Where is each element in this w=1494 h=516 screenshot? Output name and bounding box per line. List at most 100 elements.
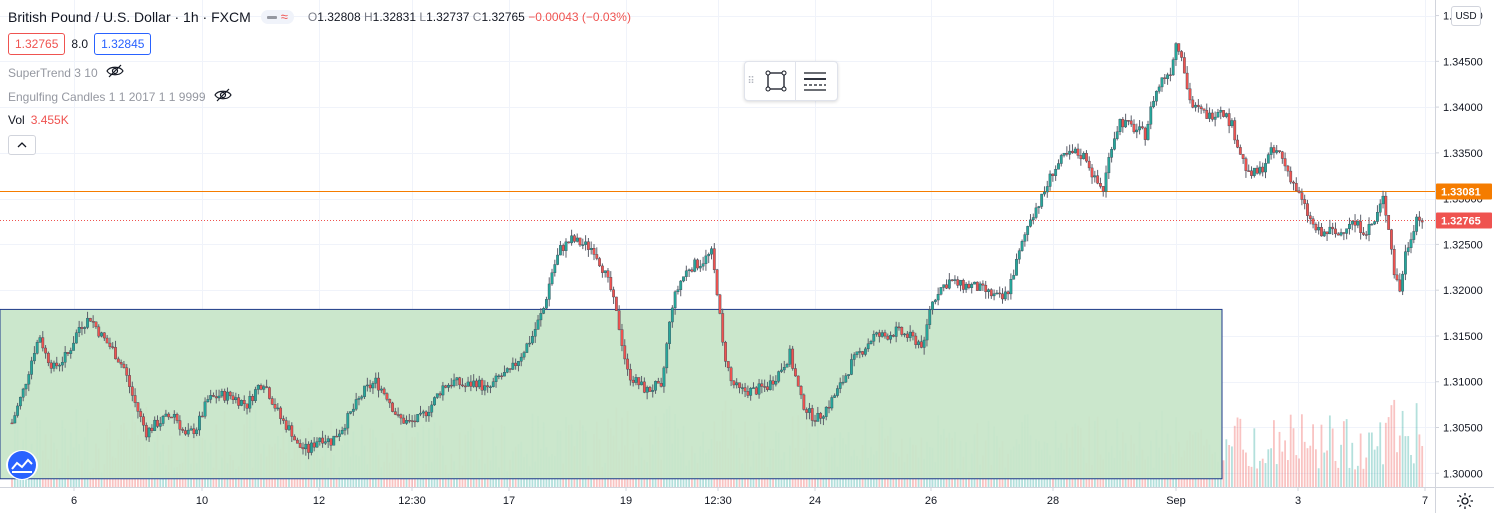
- candle-body: [497, 375, 501, 378]
- candle-body: [164, 413, 168, 417]
- candle-body: [441, 385, 445, 396]
- candle-body: [458, 377, 462, 386]
- eye-hidden-icon[interactable]: [105, 64, 124, 81]
- tradingview-logo[interactable]: [6, 450, 38, 480]
- candle-body: [777, 371, 781, 382]
- candle-body: [645, 387, 649, 393]
- volume-bar: [1354, 469, 1356, 487]
- candle-body: [304, 443, 308, 450]
- candle-body: [1376, 212, 1379, 222]
- candle-body: [114, 347, 117, 360]
- candle-body: [393, 411, 397, 415]
- candle-body: [63, 352, 67, 363]
- candle-body: [1222, 110, 1225, 117]
- candle-body: [687, 269, 691, 272]
- candle-body: [1415, 216, 1419, 232]
- candle-body: [1395, 274, 1399, 281]
- candle-body: [1034, 207, 1038, 218]
- candle-body: [150, 427, 154, 431]
- candle-body: [545, 299, 548, 309]
- candle-body: [533, 329, 537, 337]
- candle-body: [91, 321, 95, 323]
- candle-body: [466, 381, 470, 387]
- candle-body: [897, 326, 901, 329]
- candle-body: [1247, 170, 1251, 172]
- line-settings-icon[interactable]: [796, 62, 834, 100]
- candle-body: [922, 339, 926, 348]
- candle-body: [77, 327, 81, 333]
- candle-body: [1029, 219, 1032, 227]
- price-tick-label: 1.30000: [1443, 468, 1483, 480]
- candle-body: [900, 327, 904, 335]
- candle-body: [483, 385, 487, 391]
- open-label: O: [307, 10, 318, 24]
- buy-price-button[interactable]: 1.32845: [94, 33, 152, 55]
- candle-body: [640, 381, 643, 386]
- candle-body: [116, 358, 120, 363]
- rectangle-icon[interactable]: [757, 62, 795, 100]
- drawing-floating-toolbar[interactable]: ⠿: [744, 61, 838, 101]
- candle-body: [125, 367, 129, 376]
- candle-body: [987, 289, 990, 292]
- candle-body: [161, 416, 165, 424]
- candle-body: [1238, 147, 1242, 155]
- collapse-legend-button[interactable]: [8, 135, 36, 155]
- drag-handle-icon[interactable]: ⠿: [747, 75, 755, 87]
- volume-bar: [1359, 433, 1362, 487]
- legend-toggle[interactable]: ≈: [260, 9, 294, 24]
- candle-body: [861, 351, 864, 355]
- candle-body: [908, 331, 912, 338]
- candle-body: [648, 387, 652, 392]
- candle-body: [612, 289, 615, 298]
- indicator-engulfing[interactable]: Engulfing Candles 1 1 2017 1 1 9999: [8, 88, 232, 105]
- candle-body: [808, 408, 811, 413]
- candle-body: [1040, 193, 1044, 207]
- candle-body: [824, 406, 828, 417]
- sell-price-button[interactable]: 1.32765: [8, 33, 66, 55]
- candle-body: [1418, 216, 1421, 221]
- symbol-title[interactable]: British Pound / U.S. Dollar · 1h · FXCM: [8, 9, 251, 25]
- time-tick-label: 12:30: [704, 495, 732, 507]
- eye-hidden-icon[interactable]: [213, 88, 232, 105]
- candle-body: [1280, 151, 1284, 159]
- currency-button[interactable]: USD: [1451, 6, 1481, 26]
- candle-body: [1003, 291, 1007, 300]
- candle-body: [475, 380, 478, 388]
- candle-body: [256, 385, 260, 390]
- candle-body: [298, 443, 302, 448]
- volume-bar: [1320, 424, 1323, 487]
- candle-body: [768, 380, 772, 390]
- candle-body: [486, 385, 490, 388]
- candle-body: [231, 395, 235, 401]
- candle-body: [44, 347, 47, 354]
- wave-icon: ≈: [280, 9, 288, 24]
- candle-body: [1350, 221, 1354, 225]
- candle-body: [1166, 74, 1169, 79]
- candle-body: [1154, 91, 1158, 102]
- candle-body: [503, 372, 506, 377]
- candle-body: [1289, 170, 1293, 183]
- gear-icon[interactable]: [1456, 492, 1474, 510]
- candle-body: [279, 407, 283, 419]
- candle-body: [936, 294, 940, 301]
- volume-bar: [1404, 436, 1407, 487]
- rectangle-drawing[interactable]: [0, 308, 1223, 480]
- candle-body: [178, 420, 182, 430]
- indicator-supertrend[interactable]: SuperTrend 3 10: [8, 64, 124, 81]
- candle-body: [975, 281, 979, 291]
- candle-body: [430, 404, 434, 413]
- candle-body: [586, 241, 590, 250]
- candle-body: [52, 362, 56, 369]
- candle-body: [1196, 104, 1200, 107]
- candle-body: [1132, 123, 1136, 133]
- candle-body: [175, 414, 179, 421]
- candle-body: [989, 289, 993, 297]
- candle-body: [1356, 221, 1360, 226]
- indicator-volume[interactable]: Vol 3.455K: [8, 113, 69, 127]
- candle-body: [259, 385, 263, 390]
- candle-body: [550, 272, 554, 285]
- volume-bar: [1418, 434, 1421, 487]
